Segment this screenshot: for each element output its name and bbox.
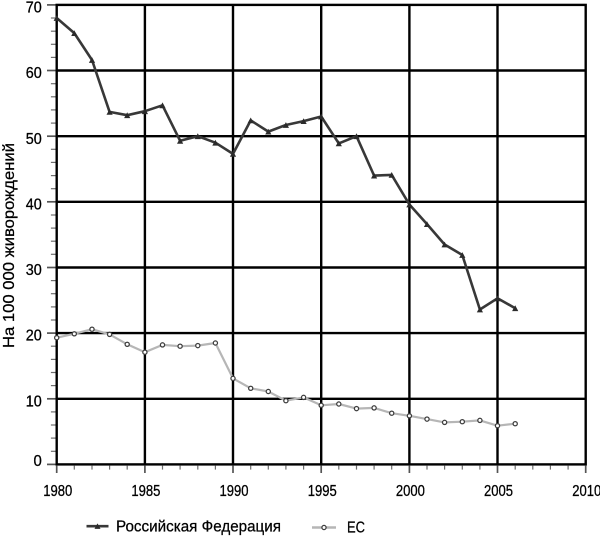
svg-text:1985: 1985 [131,483,160,500]
svg-text:Российская Федерация: Российская Федерация [116,519,281,536]
svg-text:1980: 1980 [43,483,72,500]
svg-text:2000: 2000 [396,483,425,500]
svg-text:40: 40 [26,196,42,213]
svg-text:На 100 000 живорождений: На 100 000 живорождений [1,143,18,348]
svg-text:2010: 2010 [572,483,600,500]
svg-text:1990: 1990 [220,483,249,500]
svg-text:1995: 1995 [308,483,337,500]
svg-text:30: 30 [26,262,42,279]
svg-text:2005: 2005 [484,483,513,500]
svg-text:50: 50 [26,131,42,148]
svg-text:10: 10 [26,393,42,410]
svg-text:20: 20 [26,328,42,345]
svg-text:70: 70 [26,0,42,17]
svg-text:ЕС: ЕС [347,520,365,537]
svg-text:0: 0 [34,453,42,470]
svg-text:60: 60 [26,65,42,82]
